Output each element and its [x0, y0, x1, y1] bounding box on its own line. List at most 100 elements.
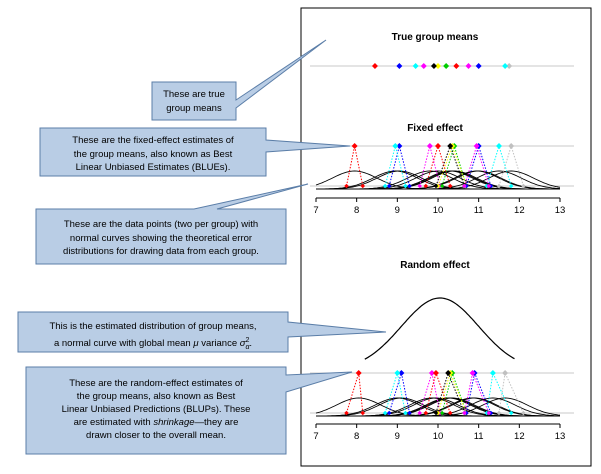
- data-point: [360, 410, 366, 416]
- estimate-link-line: [354, 145, 364, 187]
- callout-blue-line: the group means, also known as Best: [73, 148, 233, 160]
- estimate-link-line: [394, 145, 406, 187]
- group-error-curve: [316, 397, 560, 417]
- callout-data-points-line: normal curves showing the theoretical er…: [69, 232, 253, 244]
- callout-global-line: a normal curve with global mean μ varian…: [53, 336, 253, 351]
- callout-blup-line: Linear Unbiased Predictions (BLUPs). The…: [61, 404, 251, 415]
- data-point: [344, 410, 349, 416]
- data-point: [486, 410, 492, 416]
- callout-true-means-line: group means: [166, 102, 222, 114]
- callout-blue-shape: [39, 127, 351, 177]
- callout-global-line: This is the estimated distribution of gr…: [49, 321, 257, 332]
- data-point: [433, 183, 439, 189]
- blup-estimate-point: [428, 370, 435, 376]
- true-mean-point: [443, 63, 450, 69]
- estimate-link-line: [492, 372, 512, 414]
- true-mean-point: [502, 63, 509, 69]
- fixed-effect-title: Fixed effect: [407, 123, 463, 134]
- estimate-link-line: [498, 372, 506, 414]
- estimate-link-line: [510, 145, 524, 187]
- estimate-link-line: [465, 145, 480, 187]
- data-point: [344, 183, 349, 189]
- data-point: [407, 410, 412, 416]
- callout-shapes: [17, 39, 387, 455]
- fixed-x-axis: 7 8 9 10 11 12 13: [313, 197, 565, 216]
- blue-estimate-point: [473, 143, 480, 149]
- data-point: [462, 183, 467, 189]
- fixed-effect-panel: [310, 143, 574, 190]
- data-point: [382, 183, 388, 189]
- data-point: [417, 410, 422, 416]
- tick-label: 12: [514, 205, 525, 216]
- data-point: [417, 183, 422, 189]
- true-mean-point: [435, 63, 441, 69]
- data-point: [423, 410, 429, 416]
- estimate-link-line: [388, 372, 402, 414]
- blue-estimate-point: [426, 143, 433, 149]
- tick-label: 9: [395, 431, 400, 442]
- estimate-link-line: [398, 145, 411, 187]
- data-point: [386, 183, 392, 189]
- data-point: [496, 183, 502, 189]
- data-point: [508, 183, 514, 189]
- figure-frame: [300, 7, 592, 467]
- blue-estimate-point: [508, 143, 515, 149]
- estimate-link-line: [384, 145, 396, 187]
- data-point: [496, 410, 502, 416]
- blup-estimate-point: [355, 370, 362, 376]
- blue-estimate-point: [435, 143, 441, 149]
- callout-global-shape: [17, 311, 387, 353]
- data-point: [403, 183, 408, 189]
- data-point: [386, 410, 392, 416]
- estimate-link-line: [463, 145, 478, 187]
- callout-blup-line: drawn closer to the overall mean.: [86, 430, 226, 441]
- estimate-link-line: [388, 145, 400, 187]
- data-point: [486, 183, 492, 189]
- blue-estimate-point: [496, 143, 502, 149]
- estimate-link-line: [498, 145, 512, 187]
- callout-true-means: These are true group means: [152, 85, 236, 118]
- callout-global: This is the estimated distribution of gr…: [18, 317, 288, 357]
- data-point: [439, 410, 445, 416]
- data-point: [521, 410, 526, 416]
- estimate-link-line: [435, 372, 449, 414]
- tick-label: 9: [395, 205, 400, 216]
- estimate-link-line: [486, 145, 500, 187]
- blue-estimate-point: [396, 143, 403, 149]
- estimate-link-line: [419, 145, 431, 187]
- data-point: [360, 183, 366, 189]
- estimate-link-line: [498, 145, 512, 187]
- blup-estimate-point: [432, 370, 439, 376]
- estimate-link-line: [358, 372, 364, 414]
- true-mean-point: [465, 63, 472, 69]
- estimate-link-line: [437, 145, 451, 187]
- estimate-link-line: [437, 145, 453, 187]
- true-mean-point: [430, 63, 437, 69]
- data-point: [447, 183, 453, 189]
- estimate-link-line: [396, 372, 406, 414]
- true-mean-point: [506, 63, 513, 69]
- tick-label: 8: [354, 431, 359, 442]
- callout-data-points: These are the data points (two per group…: [36, 215, 286, 262]
- callout-blue-line: These are the fixed-effect estimates of: [72, 135, 234, 146]
- data-point: [462, 410, 467, 416]
- random-effect-panel: [310, 297, 574, 417]
- blup-estimate-point: [394, 370, 401, 376]
- callout-data-points-line: These are the data points (two per group…: [63, 219, 259, 230]
- estimate-link-line: [437, 372, 451, 414]
- tick-label: 8: [354, 205, 359, 216]
- estimate-link-line: [463, 372, 474, 414]
- estimate-link-line: [476, 145, 490, 187]
- random-x-axis: 7 8 9 10 11 12 13: [313, 423, 565, 442]
- blup-estimate-point: [445, 370, 452, 376]
- data-point: [423, 183, 429, 189]
- true-mean-point: [371, 63, 378, 69]
- callout-blup-line: the group means, also known as Best: [76, 391, 236, 402]
- estimate-link-line: [425, 372, 437, 414]
- estimate-link-line: [384, 372, 398, 414]
- callout-blup: These are the random-effect estimates of…: [26, 374, 286, 445]
- data-point: [521, 183, 526, 189]
- callout-true-means-shape: [151, 39, 327, 121]
- callout-blup-shape: [25, 366, 353, 455]
